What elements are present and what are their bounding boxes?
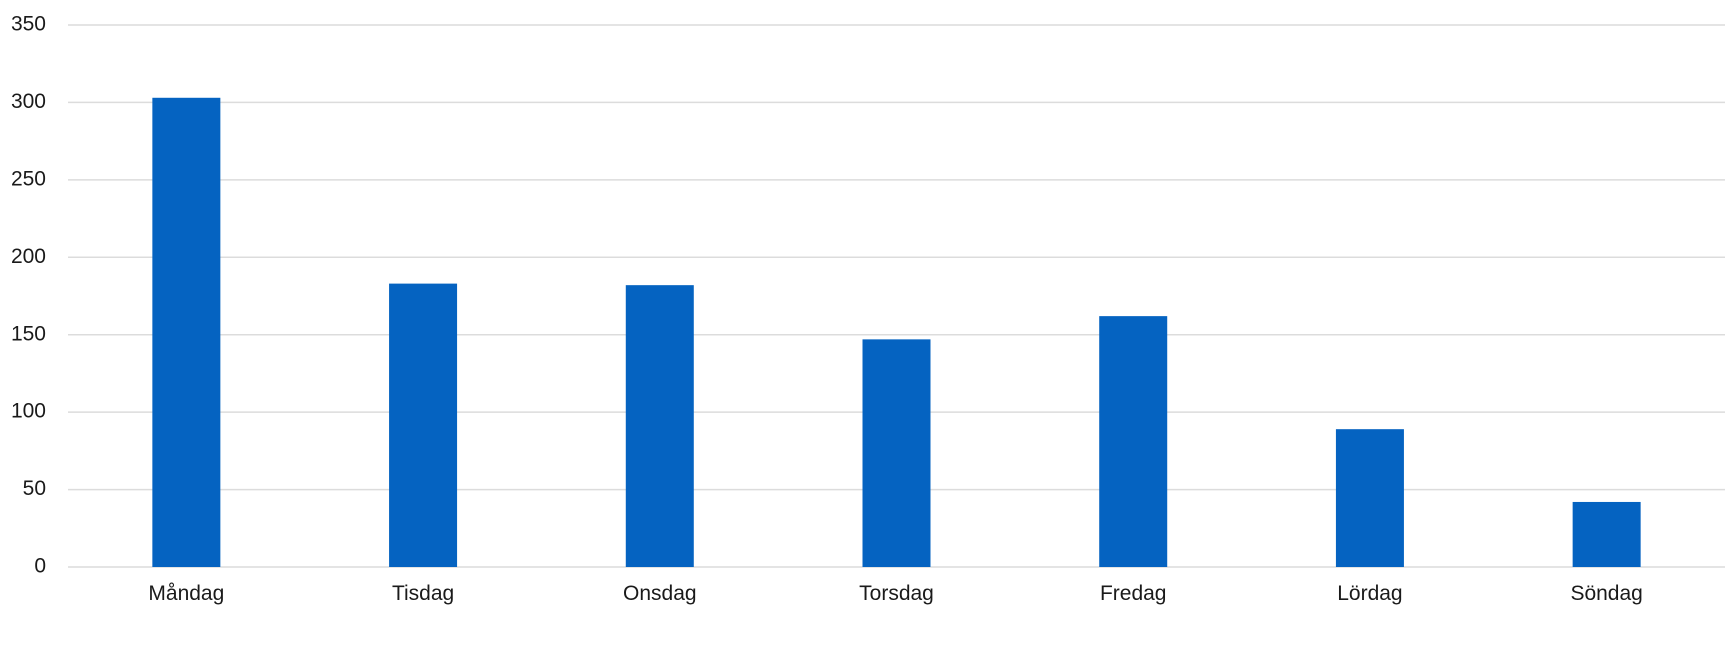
bar-4 (1099, 316, 1168, 567)
x-tick-label: Torsdag (859, 582, 934, 605)
x-tick-label: Tisdag (392, 582, 454, 605)
x-tick-label: Onsdag (623, 582, 697, 605)
bar-2 (625, 285, 694, 567)
bar-0 (152, 97, 221, 567)
x-tick-label: Måndag (148, 582, 224, 605)
y-axis-tick-labels: 0 50 100 150 200 250 300 350 (11, 13, 46, 578)
y-tick-label: 200 (11, 245, 46, 268)
y-tick-label: 50 (23, 477, 46, 500)
y-tick-label: 150 (11, 322, 46, 345)
x-tick-label: Lördag (1337, 582, 1402, 605)
y-tick-label: 250 (11, 167, 46, 190)
y-tick-label: 100 (11, 400, 46, 423)
x-tick-label: Fredag (1100, 582, 1167, 605)
x-tick-label: Söndag (1570, 582, 1642, 605)
bar-5 (1335, 429, 1404, 567)
bars (152, 97, 1641, 567)
bar-6 (1572, 501, 1641, 567)
y-tick-label: 0 (34, 555, 46, 578)
x-axis-tick-labels: Måndag Tisdag Onsdag Torsdag Fredag Lördag Sön… (148, 582, 1642, 605)
bar-1 (389, 283, 458, 567)
y-tick-label: 350 (11, 13, 46, 36)
y-tick-label: 300 (11, 90, 46, 113)
bar-3 (862, 339, 931, 567)
